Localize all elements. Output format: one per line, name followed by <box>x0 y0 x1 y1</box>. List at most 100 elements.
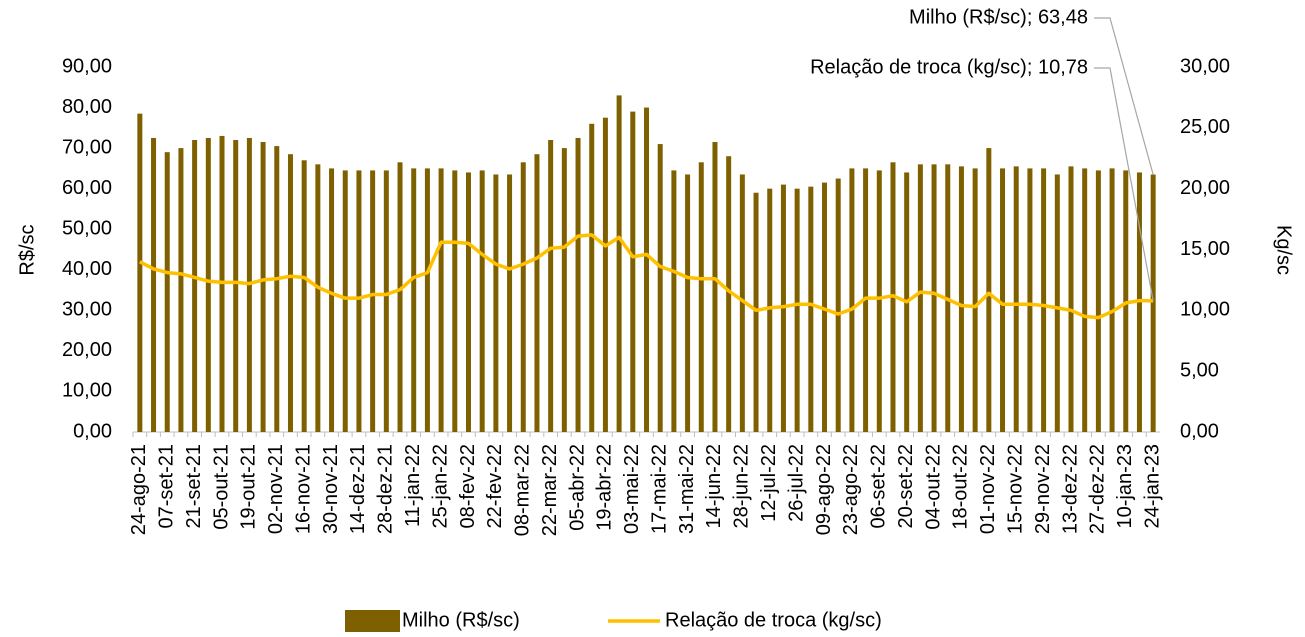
bar <box>644 107 649 433</box>
bar <box>1013 166 1019 432</box>
bar <box>151 137 157 432</box>
y-axis-title: R$/sc <box>16 224 38 275</box>
y2-tick-label: 0,00 <box>1180 420 1219 442</box>
bar <box>753 192 759 432</box>
x-tick-label: 15-nov-22 <box>1005 444 1027 534</box>
x-tick-label: 04-out-22 <box>922 444 944 530</box>
y-tick-label: 90,00 <box>62 55 112 77</box>
x-tick-label: 23-ago-22 <box>840 444 862 535</box>
bar <box>808 186 814 432</box>
bar <box>726 156 732 432</box>
x-tick-label: 03-mai-22 <box>621 444 643 534</box>
y-tick-label: 40,00 <box>62 258 112 280</box>
bar <box>1068 166 1074 432</box>
bar <box>164 152 170 432</box>
bar <box>315 164 321 433</box>
bar <box>534 154 540 432</box>
bar <box>329 168 335 432</box>
x-tick-label: 29-nov-22 <box>1032 444 1054 534</box>
y2-tick-label: 10,00 <box>1180 299 1230 321</box>
bar <box>287 154 293 432</box>
bar <box>1095 170 1101 432</box>
bar <box>465 172 471 432</box>
bar <box>178 148 184 432</box>
x-tick-label: 27-dez-22 <box>1087 444 1109 534</box>
x-tick-label: 18-out-22 <box>950 444 972 530</box>
bar <box>507 174 513 432</box>
bar <box>575 137 581 432</box>
bar <box>602 117 608 432</box>
bar <box>137 113 143 432</box>
x-tick-label: 31-mai-22 <box>676 444 698 534</box>
bar <box>685 174 691 432</box>
y-tick-label: 60,00 <box>62 177 112 199</box>
bar <box>1123 170 1129 432</box>
legend-label: Relação de troca (kg/sc) <box>665 609 882 631</box>
legend-label: Milho (R$/sc) <box>402 609 520 631</box>
y-tick-label: 70,00 <box>62 136 112 158</box>
x-tick-label: 05-out-21 <box>210 444 232 530</box>
x-tick-label: 07-set-21 <box>156 444 178 529</box>
y-tick-label: 10,00 <box>62 380 112 402</box>
x-tick-label: 12-jul-22 <box>758 444 780 522</box>
x-tick-label: 28-jun-22 <box>731 444 753 529</box>
x-tick-label: 26-jul-22 <box>785 444 807 522</box>
x-tick-label: 22-mar-22 <box>539 444 561 536</box>
bar <box>917 164 923 433</box>
bar <box>1150 174 1156 432</box>
x-tick-label: 28-dez-21 <box>375 444 397 534</box>
annotation: Milho (R$/sc); 63,48 <box>909 6 1088 28</box>
bar <box>452 170 458 432</box>
bar <box>561 148 567 432</box>
bar <box>383 170 389 432</box>
y-tick-label: 20,00 <box>62 339 112 361</box>
x-tick-label: 17-mai-22 <box>648 444 670 534</box>
bar <box>1041 168 1047 432</box>
x-tick-label: 19-out-21 <box>238 444 260 530</box>
x-tick-label: 20-set-22 <box>895 444 917 529</box>
y2-tick-label: 20,00 <box>1180 177 1230 199</box>
bar <box>1082 168 1088 432</box>
x-tick-label: 02-nov-21 <box>265 444 287 534</box>
bar <box>835 178 841 432</box>
x-tick-label: 10-jan-23 <box>1114 444 1136 529</box>
bar <box>192 140 198 432</box>
bar <box>438 168 444 432</box>
bar <box>370 170 376 432</box>
x-tick-label: 08-fev-22 <box>457 444 479 529</box>
bar <box>424 168 430 432</box>
bar <box>794 188 800 432</box>
bar <box>205 137 211 432</box>
bar <box>698 162 704 433</box>
bar <box>548 140 554 432</box>
x-tick-label: 19-abr-22 <box>594 444 616 531</box>
bar <box>671 170 677 432</box>
x-tick-label: 25-jan-22 <box>429 444 451 529</box>
bar <box>1054 174 1060 432</box>
x-tick-label: 06-set-22 <box>868 444 890 529</box>
bar <box>1027 168 1033 432</box>
x-tick-label: 11-jan-22 <box>402 444 424 527</box>
y2-tick-label: 5,00 <box>1180 359 1219 381</box>
bar <box>986 148 992 432</box>
leader-line <box>1094 17 1154 175</box>
bar <box>630 111 636 432</box>
bar <box>958 166 964 432</box>
x-tick-label: 01-nov-22 <box>977 444 999 534</box>
bar <box>520 162 526 433</box>
y-tick-label: 50,00 <box>62 218 112 240</box>
bar <box>767 188 773 432</box>
bar <box>260 142 266 432</box>
y2-tick-label: 30,00 <box>1180 55 1230 77</box>
x-tick-label: 09-ago-22 <box>813 444 835 535</box>
bar <box>411 168 417 432</box>
bar <box>1000 168 1006 432</box>
x-tick-label: 22-fev-22 <box>484 444 506 529</box>
x-tick-label: 14-jun-22 <box>703 444 725 529</box>
bar <box>657 144 663 433</box>
bar <box>1109 168 1115 432</box>
bar <box>397 162 403 433</box>
bar <box>849 168 855 432</box>
x-tick-label: 14-dez-21 <box>347 444 369 534</box>
leader-line <box>1094 67 1154 301</box>
